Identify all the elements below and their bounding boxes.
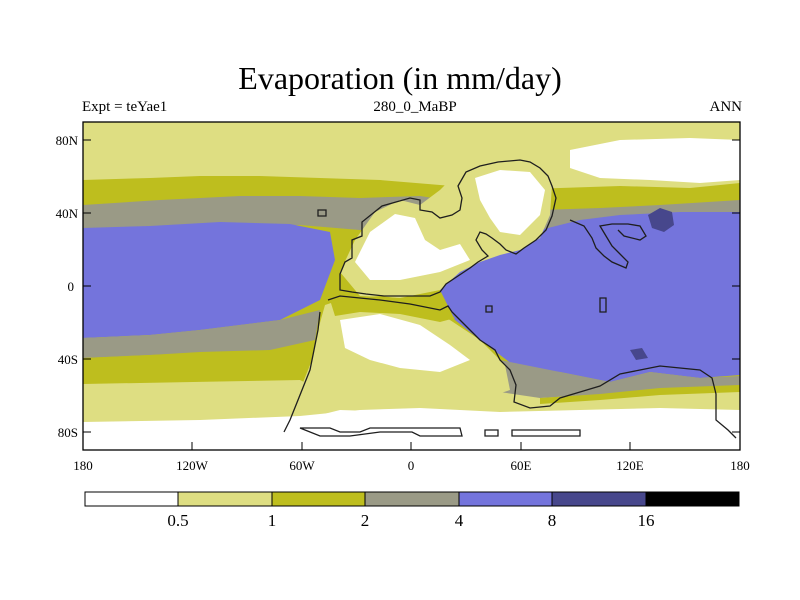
gondwana-white-desert <box>340 314 470 372</box>
colorbar-box <box>177 491 273 507</box>
colorbar-box <box>458 491 553 507</box>
south-olive-band-east <box>540 385 740 404</box>
lat-label: 80S <box>58 425 78 440</box>
arctic-white-patch <box>570 138 740 183</box>
colorbar-label: 0.5 <box>167 511 188 530</box>
lat-label: 40S <box>58 352 78 367</box>
polar-white-land <box>300 410 600 450</box>
colorbar-label: 2 <box>361 511 370 530</box>
coastline-south-islands <box>299 427 581 437</box>
lat-labels: 80N 40N 0 40S 80S <box>56 133 79 440</box>
darkblue-patch-south <box>630 348 648 360</box>
lat-label: 80N <box>56 133 79 148</box>
lon-label: 0 <box>408 458 415 473</box>
lon-label: 120E <box>616 458 644 473</box>
colorbar-box <box>364 491 460 507</box>
coastline-island-small <box>317 209 607 313</box>
colorbar-label: 4 <box>455 511 464 530</box>
lon-label: 60W <box>289 458 315 473</box>
lon-label: 180 <box>730 458 750 473</box>
colorbar: 0.5 1 2 4 8 16 <box>84 491 740 530</box>
colorbar-label: 8 <box>548 511 557 530</box>
colorbar-label: 1 <box>268 511 277 530</box>
period-label: 280_0_MaBP <box>373 99 457 115</box>
lat-label: 0 <box>68 279 75 294</box>
south-olive-band <box>83 350 310 384</box>
coastline-gondwana <box>283 295 737 439</box>
colorbar-box <box>551 491 647 507</box>
lon-labels: 180 120W 60W 0 60E 120E 180 <box>73 458 750 473</box>
map-title: Evaporation (in mm/day) <box>238 60 562 96</box>
lon-label: 120W <box>176 458 209 473</box>
darkblue-patch-north <box>648 208 674 232</box>
lat-label: 40N <box>56 206 79 221</box>
pacific-blue-band <box>83 222 335 338</box>
coastline-asia-east <box>569 219 647 269</box>
coastline-laurasia <box>339 159 557 297</box>
axis-ticks <box>82 139 741 450</box>
evaporation-field <box>83 122 740 450</box>
siberia-white-desert <box>475 170 545 235</box>
coastlines <box>283 159 737 439</box>
pacific-grey-edge <box>83 310 320 358</box>
colorbar-box <box>84 491 179 507</box>
laurasia-white-desert <box>355 214 470 280</box>
lon-label: 60E <box>511 458 532 473</box>
lon-label: 180 <box>73 458 93 473</box>
tethys-blue-ocean <box>440 212 740 382</box>
season-label: ANN <box>709 99 743 115</box>
north-pale-band <box>83 122 740 190</box>
experiment-label: Expt = teYae1 <box>82 99 168 115</box>
colorbar-box <box>271 491 366 507</box>
colorbar-label: 16 <box>638 511 655 530</box>
colorbar-box <box>645 491 740 507</box>
gondwana-olive-strip <box>330 296 455 322</box>
